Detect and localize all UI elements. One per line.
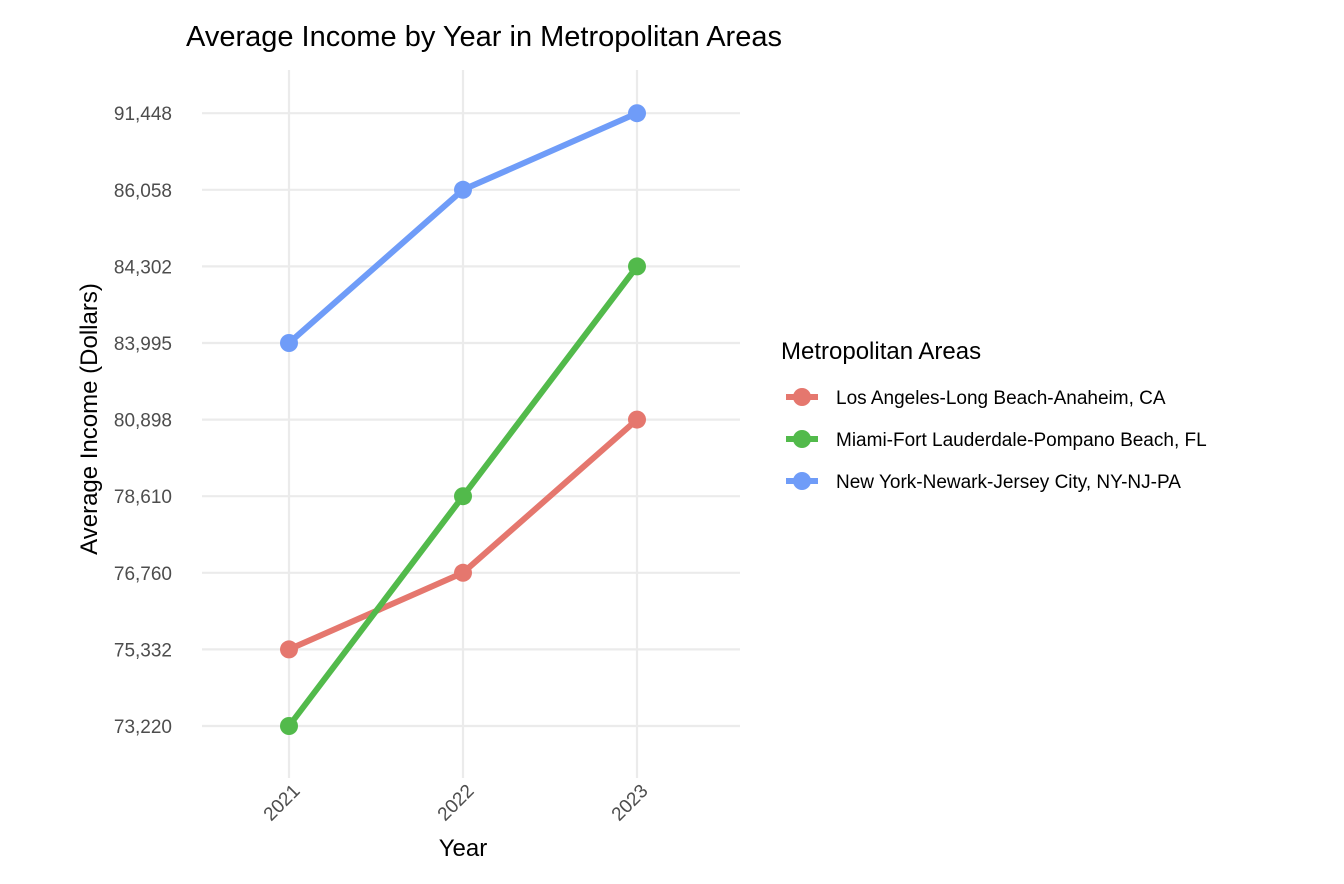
y-tick-label: 75,332 bbox=[114, 640, 172, 661]
legend-swatch-point bbox=[793, 472, 811, 490]
y-axis-ticks: 73,220 75,332 76,760 78,610 80,898 83,995 84,3… bbox=[114, 104, 172, 738]
data-point bbox=[454, 180, 472, 199]
x-axis-title: Year bbox=[439, 835, 488, 862]
data-point bbox=[280, 717, 298, 735]
y-tick-label: 86,058 bbox=[114, 181, 172, 202]
legend-items: Los Angeles-Long Beach-Anaheim, CA Miami-… bbox=[786, 388, 1207, 493]
x-tick-label: 2023 bbox=[608, 781, 653, 826]
legend-label: New York-Newark-Jersey City, NY-NJ-PA bbox=[836, 472, 1181, 493]
data-point bbox=[454, 487, 472, 506]
data-point bbox=[628, 257, 646, 276]
grid bbox=[202, 70, 740, 778]
y-tick-label: 76,760 bbox=[114, 564, 172, 585]
legend-swatch-point bbox=[793, 430, 811, 448]
x-axis-ticks: 2021 2022 2023 bbox=[260, 781, 653, 826]
data-point bbox=[454, 563, 472, 582]
series-layer bbox=[280, 104, 646, 735]
y-tick-label: 78,610 bbox=[114, 487, 172, 508]
series-group bbox=[280, 410, 646, 659]
legend-label: Los Angeles-Long Beach-Anaheim, CA bbox=[836, 388, 1166, 409]
data-point bbox=[628, 104, 646, 123]
x-tick-label: 2022 bbox=[434, 781, 479, 826]
data-point bbox=[280, 640, 298, 659]
series-group bbox=[280, 104, 646, 352]
data-point bbox=[628, 410, 646, 429]
legend-item: New York-Newark-Jersey City, NY-NJ-PA bbox=[786, 472, 1181, 493]
legend-item: Los Angeles-Long Beach-Anaheim, CA bbox=[786, 388, 1166, 409]
y-tick-label: 80,898 bbox=[114, 411, 172, 432]
y-tick-label: 73,220 bbox=[114, 717, 172, 738]
y-tick-label: 91,448 bbox=[114, 104, 172, 125]
y-tick-label: 84,302 bbox=[114, 257, 172, 278]
legend-label: Miami-Fort Lauderdale-Pompano Beach, FL bbox=[836, 430, 1207, 451]
legend-title: Metropolitan Areas bbox=[781, 338, 981, 365]
x-tick-label: 2021 bbox=[260, 781, 305, 826]
chart-title: Average Income by Year in Metropolitan A… bbox=[186, 21, 782, 53]
legend-swatch-point bbox=[793, 388, 811, 406]
series-group bbox=[280, 257, 646, 735]
legend-item: Miami-Fort Lauderdale-Pompano Beach, FL bbox=[786, 430, 1207, 451]
legend: Metropolitan Areas Los Angeles-Long Beac… bbox=[781, 338, 1207, 493]
y-axis-title: Average Income (Dollars) bbox=[76, 283, 103, 555]
data-point bbox=[280, 334, 298, 352]
y-tick-label: 83,995 bbox=[114, 334, 172, 355]
